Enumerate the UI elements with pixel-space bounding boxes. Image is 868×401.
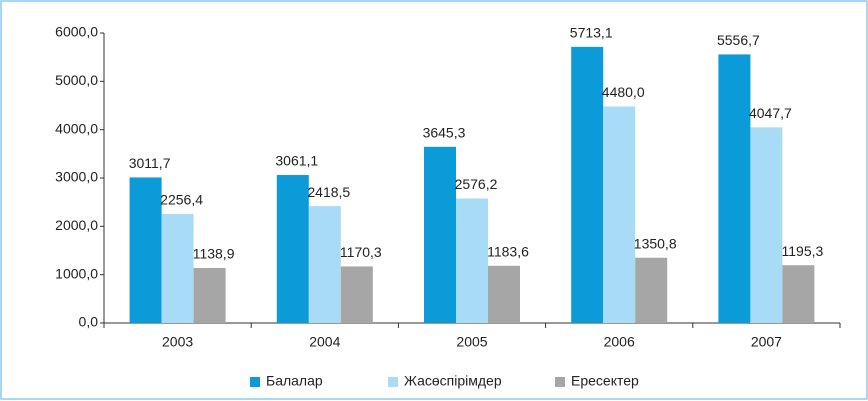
bar (488, 265, 520, 323)
x-tick-label: 2005 (456, 334, 487, 350)
value-label: 1170,3 (340, 244, 382, 260)
bar (603, 106, 636, 323)
y-tick-label: 0,0 (79, 314, 99, 330)
value-label: 1195,3 (782, 243, 824, 259)
bar (571, 46, 604, 324)
bar (456, 198, 488, 323)
x-tick-label: 2004 (309, 334, 340, 350)
y-tick-label: 4000,0 (55, 120, 98, 136)
bar (129, 177, 162, 323)
bar (308, 206, 341, 323)
x-tick-label: 2007 (751, 334, 782, 350)
bar (340, 266, 373, 323)
legend-swatch (555, 377, 565, 387)
legend-swatch (388, 377, 398, 387)
bar (161, 213, 194, 323)
value-label: 1138,9 (193, 246, 235, 262)
value-label: 2256,4 (160, 192, 203, 208)
bar (782, 265, 815, 323)
y-tick-label: 1000,0 (55, 265, 98, 281)
value-label: 1183,6 (487, 243, 529, 259)
value-label: 3011,7 (129, 155, 171, 171)
value-label: 5556,7 (717, 32, 760, 48)
value-label: 2418,5 (307, 184, 350, 200)
y-tick-label: 5000,0 (55, 72, 98, 88)
bar (635, 257, 668, 323)
value-label: 2576,2 (455, 176, 498, 192)
bar (424, 146, 456, 323)
y-tick-label: 6000,0 (55, 24, 98, 40)
x-tick-label: 2003 (162, 334, 193, 350)
value-label: 1350,8 (634, 235, 677, 251)
value-label: 4047,7 (749, 105, 792, 121)
y-tick-label: 3000,0 (55, 169, 98, 185)
legend-label: Балалар (266, 373, 323, 389)
x-tick-label: 2006 (604, 334, 635, 350)
y-tick-label: 2000,0 (55, 217, 98, 233)
bar (276, 175, 309, 323)
value-label: 4480,0 (602, 84, 645, 100)
bar (718, 54, 751, 323)
legend-label: Ересектер (571, 373, 639, 389)
bar (750, 127, 783, 323)
legend-label: Жасөспірімдер (404, 373, 502, 389)
value-label: 3645,3 (423, 125, 466, 141)
legend-swatch (250, 377, 260, 387)
value-label: 3061,1 (275, 153, 318, 169)
value-label: 5713,1 (570, 25, 613, 41)
bar (193, 267, 226, 323)
